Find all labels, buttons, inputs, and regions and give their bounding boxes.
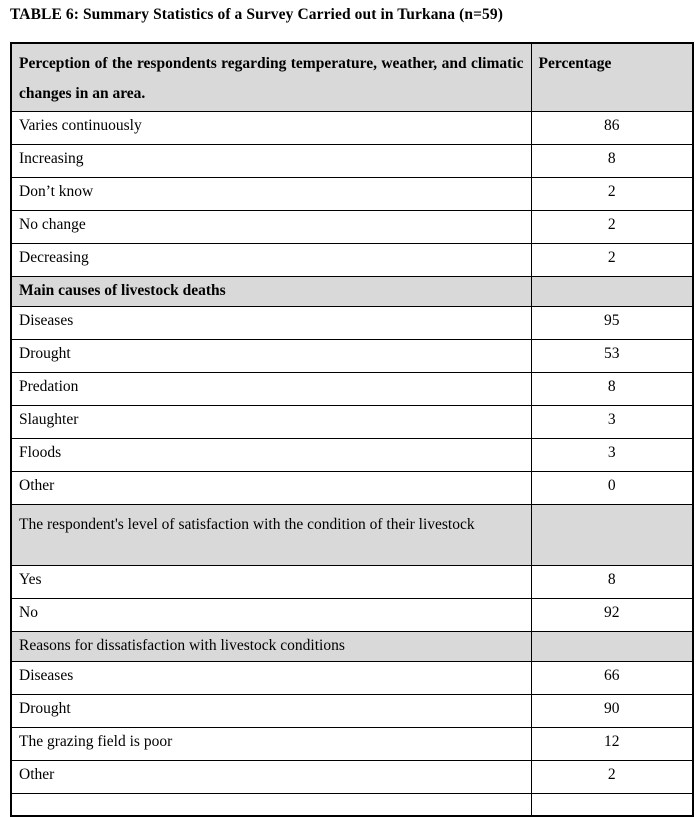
category-cell: Increasing bbox=[10, 144, 532, 178]
percentage-cell bbox=[530, 276, 694, 307]
table-row: Don’t know 2 bbox=[10, 177, 694, 211]
percentage-cell: 3 bbox=[530, 438, 694, 472]
percentage-cell: 8 bbox=[530, 372, 694, 406]
percentage-cell: 3 bbox=[530, 405, 694, 439]
category-cell: Slaughter bbox=[10, 405, 532, 439]
table-row: Diseases 95 bbox=[10, 306, 694, 340]
category-cell: The grazing field is poor bbox=[10, 727, 532, 761]
category-cell: Other bbox=[10, 471, 532, 505]
category-cell: Drought bbox=[10, 694, 532, 728]
table-row: Predation 8 bbox=[10, 372, 694, 406]
category-cell: The respondent's level of satisfaction w… bbox=[10, 504, 532, 566]
percentage-cell: 2 bbox=[530, 177, 694, 211]
table-section-row: Main causes of livestock deaths bbox=[10, 276, 694, 307]
percentage-cell bbox=[530, 504, 694, 566]
category-cell: Predation bbox=[10, 372, 532, 406]
percentage-cell: 8 bbox=[530, 565, 694, 599]
percentage-cell: 2 bbox=[530, 210, 694, 244]
percentage-cell: 66 bbox=[530, 661, 694, 695]
percentage-cell: 12 bbox=[530, 727, 694, 761]
table-header-row: Perception of the respondents regarding … bbox=[10, 42, 694, 112]
percentage-cell: 92 bbox=[530, 598, 694, 632]
category-cell: Diseases bbox=[10, 661, 532, 695]
category-cell: Decreasing bbox=[10, 243, 532, 277]
percentage-cell: 90 bbox=[530, 694, 694, 728]
percentage-cell: 86 bbox=[530, 111, 694, 145]
table-row: Decreasing 2 bbox=[10, 243, 694, 277]
table-row: Varies continuously 86 bbox=[10, 111, 694, 145]
table-row: Yes 8 bbox=[10, 565, 694, 599]
category-cell: No change bbox=[10, 210, 532, 244]
percentage-cell: 53 bbox=[530, 339, 694, 373]
table-row: Diseases 66 bbox=[10, 661, 694, 695]
table-row: Drought 53 bbox=[10, 339, 694, 373]
table-row: No 92 bbox=[10, 598, 694, 632]
percentage-cell: 2 bbox=[530, 243, 694, 277]
percentage-cell: 0 bbox=[530, 471, 694, 505]
percentage-cell: 8 bbox=[530, 144, 694, 178]
category-cell: Yes bbox=[10, 565, 532, 599]
table-caption: TABLE 6: Summary Statistics of a Survey … bbox=[10, 6, 503, 23]
table-section-row: The respondent's level of satisfaction w… bbox=[10, 504, 694, 566]
category-cell: No bbox=[10, 598, 532, 632]
percentage-cell: Percentage bbox=[530, 42, 694, 112]
table-row: No change 2 bbox=[10, 210, 694, 244]
category-cell: Reasons for dissatisfaction with livesto… bbox=[10, 631, 532, 662]
percentage-cell bbox=[530, 631, 694, 662]
category-cell: Perception of the respondents regarding … bbox=[10, 42, 532, 112]
category-cell: Floods bbox=[10, 438, 532, 472]
table-row: Increasing 8 bbox=[10, 144, 694, 178]
summary-statistics-table-body: Perception of the respondents regarding … bbox=[10, 42, 694, 816]
percentage-cell bbox=[530, 793, 694, 816]
percentage-cell: 95 bbox=[530, 306, 694, 340]
category-cell: Diseases bbox=[10, 306, 532, 340]
table-row: Drought 90 bbox=[10, 694, 694, 728]
percentage-cell: 2 bbox=[530, 760, 694, 794]
table-row: Floods 3 bbox=[10, 438, 694, 472]
category-cell bbox=[10, 793, 532, 816]
summary-statistics-table: Perception of the respondents regarding … bbox=[10, 42, 694, 817]
table-row: Other 0 bbox=[10, 471, 694, 505]
table-section-row: Reasons for dissatisfaction with livesto… bbox=[10, 631, 694, 662]
category-cell: Varies continuously bbox=[10, 111, 532, 145]
category-cell: Other bbox=[10, 760, 532, 794]
table-partial-row bbox=[10, 793, 694, 816]
table-row: Slaughter 3 bbox=[10, 405, 694, 439]
table-row: The grazing field is poor 12 bbox=[10, 727, 694, 761]
category-cell: Don’t know bbox=[10, 177, 532, 211]
category-cell: Drought bbox=[10, 339, 532, 373]
table-row: Other 2 bbox=[10, 760, 694, 794]
category-cell: Main causes of livestock deaths bbox=[10, 276, 532, 307]
